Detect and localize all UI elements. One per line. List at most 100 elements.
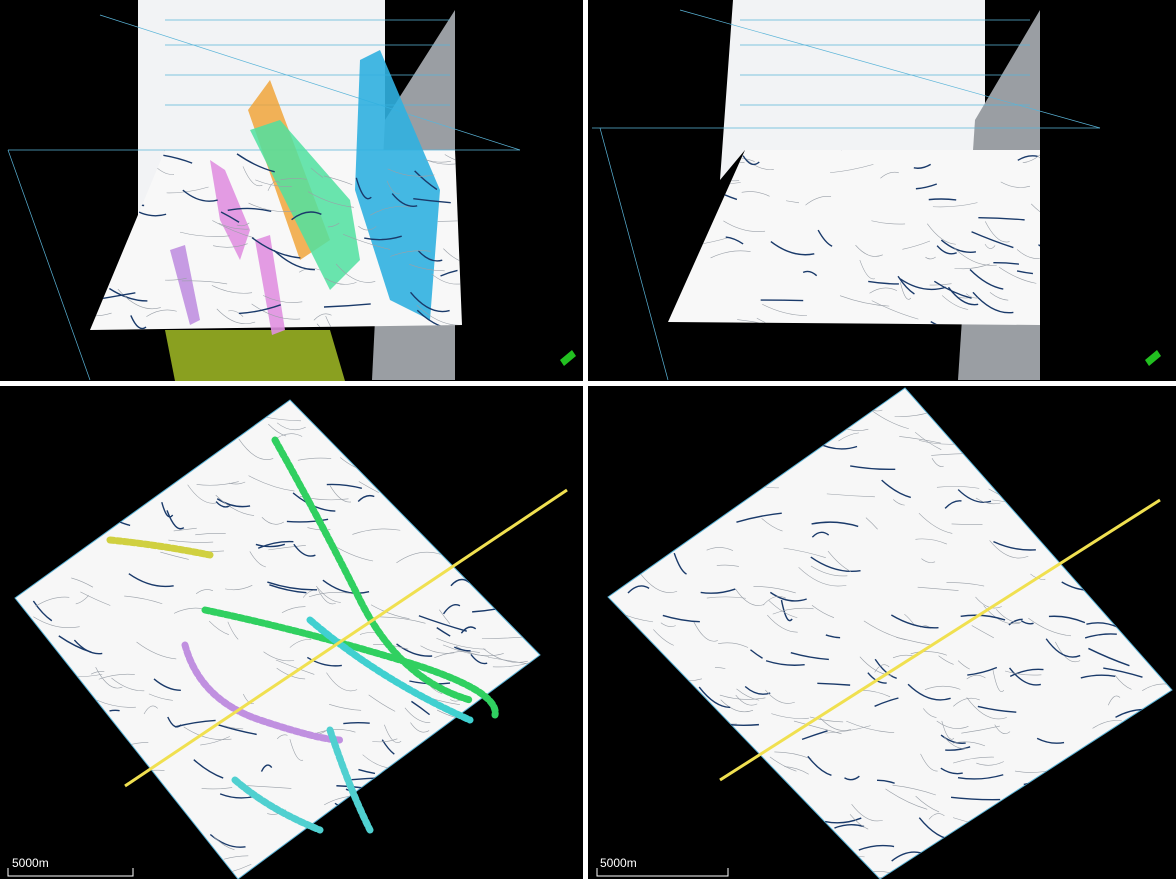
- fracture: [163, 154, 193, 164]
- fracture: [434, 651, 480, 658]
- fracture: [410, 722, 430, 733]
- fracture: [993, 540, 1036, 551]
- fracture: [268, 423, 287, 437]
- fracture: [444, 154, 462, 165]
- fracture: [975, 596, 1002, 609]
- orientation-arrow: [560, 350, 576, 366]
- fracture: [790, 652, 829, 661]
- fracture: [827, 550, 851, 572]
- fracture: [930, 321, 975, 325]
- fracture: [874, 658, 897, 679]
- fracture: [437, 219, 462, 222]
- fracture: [358, 481, 379, 493]
- fracture: [358, 768, 376, 775]
- fracture: [1103, 667, 1143, 678]
- fracture: [933, 280, 972, 299]
- fracture: [975, 497, 1001, 505]
- fracture: [136, 641, 177, 660]
- fracture: [811, 605, 835, 618]
- fracture: [227, 621, 239, 640]
- fracture: [1048, 615, 1086, 624]
- fracture: [90, 671, 105, 675]
- fracture: [874, 664, 890, 673]
- fracture: [770, 241, 815, 256]
- fracture: [257, 540, 294, 549]
- fracture: [772, 607, 814, 615]
- fracture: [967, 666, 998, 676]
- fracture: [96, 699, 136, 708]
- fracture: [928, 198, 957, 201]
- fracture: [95, 667, 123, 689]
- fracture: [1055, 641, 1081, 663]
- fracture: [885, 788, 928, 810]
- fracture: [907, 683, 951, 701]
- fracture: [839, 295, 890, 307]
- fracture: [166, 510, 185, 530]
- fracture: [143, 705, 158, 715]
- fracture: [32, 600, 53, 622]
- fracture: [260, 764, 273, 772]
- fracture: [825, 725, 871, 734]
- fracture: [329, 703, 362, 711]
- fracture: [989, 540, 1029, 559]
- fracture: [627, 585, 650, 594]
- fracture: [251, 303, 301, 320]
- fracture: [1008, 667, 1041, 686]
- fracture: [228, 310, 244, 317]
- fracture: [850, 465, 896, 471]
- fracture: [801, 730, 828, 741]
- fracture: [753, 586, 796, 594]
- fracture: [111, 677, 145, 692]
- fracture: [298, 267, 320, 273]
- fracture: [238, 304, 281, 315]
- fracture: [297, 457, 332, 461]
- fracture: [317, 588, 336, 605]
- fracture: [223, 855, 249, 860]
- fracture: [834, 823, 865, 829]
- fracture: [811, 521, 859, 528]
- fracture: [899, 436, 941, 444]
- fracture: [936, 720, 969, 729]
- fracture: [420, 645, 455, 654]
- fracture: [972, 291, 1014, 314]
- fracture: [35, 596, 70, 607]
- fracture: [481, 636, 525, 640]
- fracture: [355, 177, 372, 200]
- fracture: [417, 250, 443, 262]
- fracture: [238, 438, 274, 460]
- fracture: [431, 273, 462, 285]
- fracture: [846, 720, 895, 733]
- fracture: [225, 585, 253, 591]
- fracture: [871, 220, 906, 225]
- fracture: [891, 851, 922, 862]
- fracture: [267, 181, 281, 191]
- section-line: [719, 498, 1161, 782]
- fracture: [302, 590, 314, 598]
- fracture: [378, 616, 426, 624]
- fracture: [173, 527, 197, 532]
- fracture: [289, 639, 312, 648]
- fracture: [1016, 270, 1034, 275]
- fracture: [124, 595, 163, 605]
- fracture: [369, 206, 411, 216]
- fault-surface: [255, 235, 285, 335]
- fracture: [404, 707, 431, 723]
- fracture: [798, 567, 847, 587]
- fracture: [1036, 737, 1065, 744]
- fracture: [735, 694, 758, 706]
- fracture: [386, 180, 400, 195]
- fracture: [263, 651, 295, 662]
- fracture: [483, 648, 528, 663]
- fracture: [322, 579, 370, 594]
- fracture: [342, 233, 391, 250]
- fracture: [925, 256, 936, 260]
- fracture: [662, 614, 700, 623]
- fracture: [957, 660, 970, 670]
- fracture: [742, 155, 760, 166]
- fault-surface: [170, 245, 200, 325]
- fracture: [488, 656, 527, 664]
- fracture: [859, 259, 876, 280]
- fracture: [216, 498, 251, 508]
- fracture: [784, 766, 809, 775]
- fracture: [460, 626, 477, 634]
